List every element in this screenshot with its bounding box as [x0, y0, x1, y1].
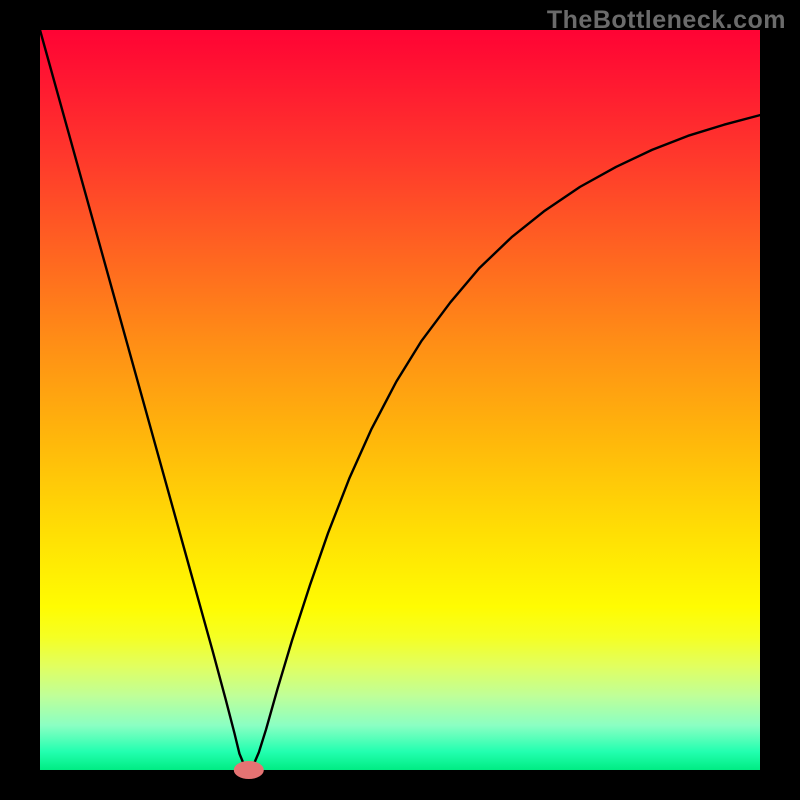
bottleneck-chart — [0, 0, 800, 800]
plot-background — [40, 30, 760, 770]
watermark-text: TheBottleneck.com — [547, 6, 786, 35]
chart-container: TheBottleneck.com — [0, 0, 800, 800]
bottleneck-marker — [234, 761, 264, 779]
